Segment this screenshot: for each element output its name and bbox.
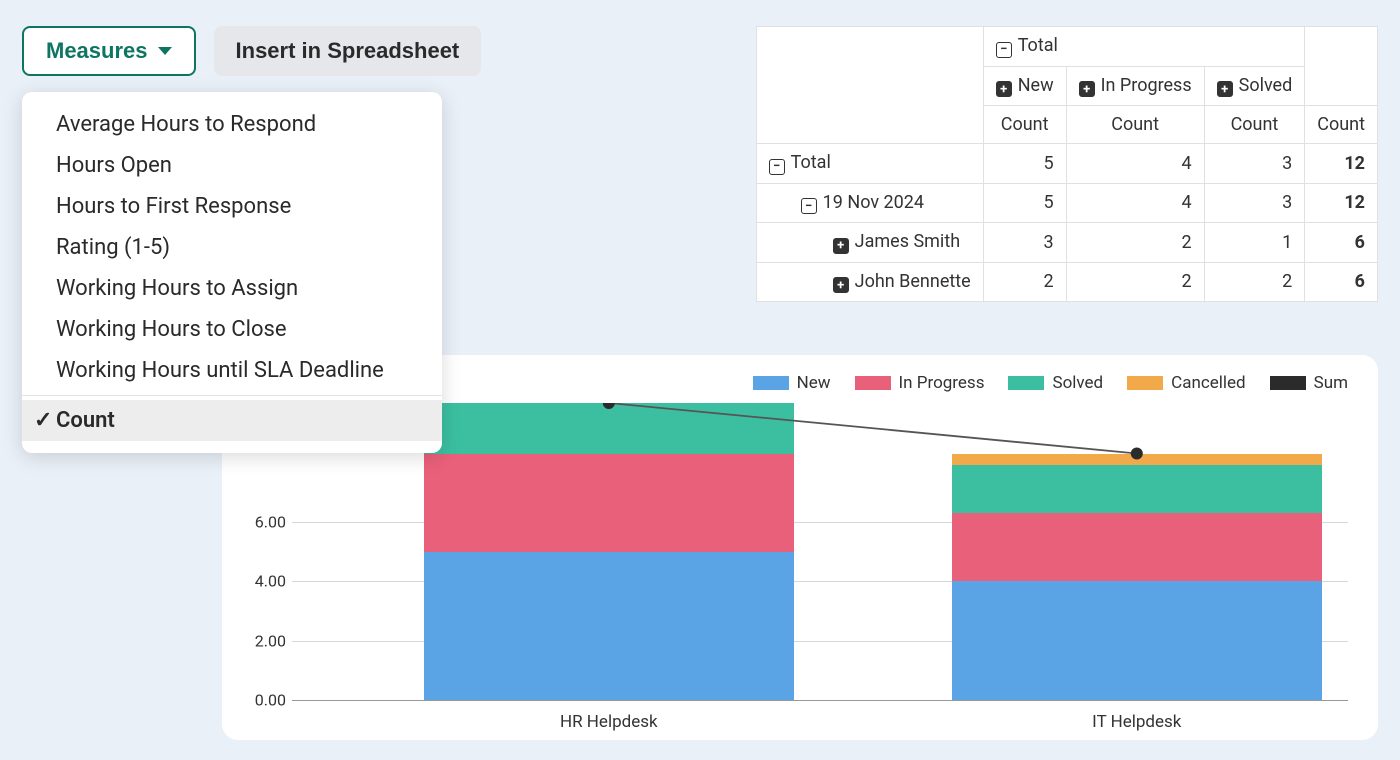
measures-dropdown: Average Hours to RespondHours OpenHours … (22, 92, 442, 453)
y-tick-label: 6.00 (236, 512, 286, 531)
legend-label: New (797, 373, 831, 393)
pivot-col-sub: Count (1066, 106, 1204, 144)
collapse-icon[interactable]: − (996, 42, 1012, 58)
bar-segment (952, 465, 1322, 513)
insert-spreadsheet-button[interactable]: Insert in Spreadsheet (214, 26, 482, 76)
pivot-col-total-label: Total (1018, 35, 1058, 56)
expand-icon[interactable]: + (833, 238, 849, 254)
legend-label: In Progress (899, 373, 985, 393)
dropdown-item[interactable]: Working Hours until SLA Deadline (22, 350, 442, 391)
pivot-cell: 2 (1204, 262, 1305, 302)
pivot-cell: 5 (983, 183, 1066, 223)
expand-icon[interactable]: + (1079, 81, 1095, 97)
pivot-col-label: In Progress (1101, 75, 1192, 96)
pivot-row-label: Total (791, 152, 831, 173)
pivot-row-label: James Smith (855, 231, 960, 252)
dropdown-divider (22, 395, 442, 396)
legend-item[interactable]: Solved (1008, 373, 1103, 393)
legend-label: Solved (1052, 373, 1103, 393)
collapse-icon[interactable]: − (801, 198, 817, 214)
y-tick-label: 0.00 (236, 691, 286, 710)
dropdown-item-selected[interactable]: Count (22, 400, 442, 441)
dropdown-item[interactable]: Hours Open (22, 145, 442, 186)
pivot-cell: 3 (983, 223, 1066, 263)
measures-button[interactable]: Measures (22, 26, 196, 76)
legend-swatch (1127, 376, 1163, 390)
bar-segment (952, 581, 1322, 700)
pivot-cell: 12 (1305, 183, 1378, 223)
dropdown-item[interactable]: Working Hours to Assign (22, 268, 442, 309)
pivot-cell: 1 (1204, 223, 1305, 263)
bar-segment (952, 513, 1322, 581)
legend-swatch (855, 376, 891, 390)
pivot-cell: 2 (1066, 262, 1204, 302)
legend-label: Cancelled (1171, 373, 1245, 393)
legend-swatch (1270, 376, 1306, 390)
pivot-col-sub: Count (1305, 106, 1378, 144)
y-tick-label: 4.00 (236, 572, 286, 591)
measures-button-label: Measures (46, 38, 148, 64)
dropdown-item[interactable]: Working Hours to Close (22, 309, 442, 350)
legend-swatch (1008, 376, 1044, 390)
dropdown-item[interactable]: Hours to First Response (22, 186, 442, 227)
pivot-row-label: John Bennette (855, 271, 971, 292)
expand-icon[interactable]: + (1217, 81, 1233, 97)
legend-label: Sum (1314, 373, 1348, 393)
legend-item[interactable]: Sum (1270, 373, 1348, 393)
dropdown-item[interactable]: Average Hours to Respond (22, 104, 442, 145)
pivot-cell: 4 (1066, 183, 1204, 223)
collapse-icon[interactable]: − (769, 159, 785, 175)
pivot-cell: 5 (983, 144, 1066, 184)
legend-item[interactable]: Cancelled (1127, 373, 1245, 393)
pivot-cell: 6 (1305, 223, 1378, 263)
pivot-cell: 12 (1305, 144, 1378, 184)
bar-segment (424, 552, 794, 701)
chevron-down-icon (158, 47, 172, 55)
expand-icon[interactable]: + (996, 81, 1012, 97)
x-axis-line (292, 700, 1348, 701)
bar-segment (424, 403, 794, 453)
pivot-cell: 2 (1066, 223, 1204, 263)
pivot-col-sub: Count (983, 106, 1066, 144)
pivot-table: −Total+New+In Progress+SolvedCountCountC… (756, 26, 1378, 302)
pivot-col-sub: Count (1204, 106, 1305, 144)
pivot-cell: 4 (1066, 144, 1204, 184)
insert-button-label: Insert in Spreadsheet (236, 38, 460, 64)
toolbar: Measures Insert in Spreadsheet (22, 26, 481, 76)
pivot-cell: 3 (1204, 144, 1305, 184)
y-tick-label: 2.00 (236, 631, 286, 650)
legend-swatch (753, 376, 789, 390)
bar-segment (952, 454, 1322, 466)
pivot-row-label: 19 Nov 2024 (823, 192, 924, 213)
chart-plot: 0.002.004.006.00HR HelpdeskIT Helpdesk (292, 403, 1348, 700)
chart-legend: New In Progress Solved Cancelled Sum (753, 373, 1348, 393)
bar-segment (424, 454, 794, 552)
pivot-cell: 6 (1305, 262, 1378, 302)
x-tick-label: IT Helpdesk (1092, 712, 1181, 732)
expand-icon[interactable]: + (833, 277, 849, 293)
legend-item[interactable]: In Progress (855, 373, 985, 393)
x-tick-label: HR Helpdesk (560, 712, 658, 732)
pivot-cell: 2 (983, 262, 1066, 302)
pivot-col-label: Solved (1239, 75, 1293, 96)
pivot-col-label: New (1018, 75, 1054, 96)
pivot-cell: 3 (1204, 183, 1305, 223)
legend-item[interactable]: New (753, 373, 831, 393)
dropdown-item[interactable]: Rating (1-5) (22, 227, 442, 268)
